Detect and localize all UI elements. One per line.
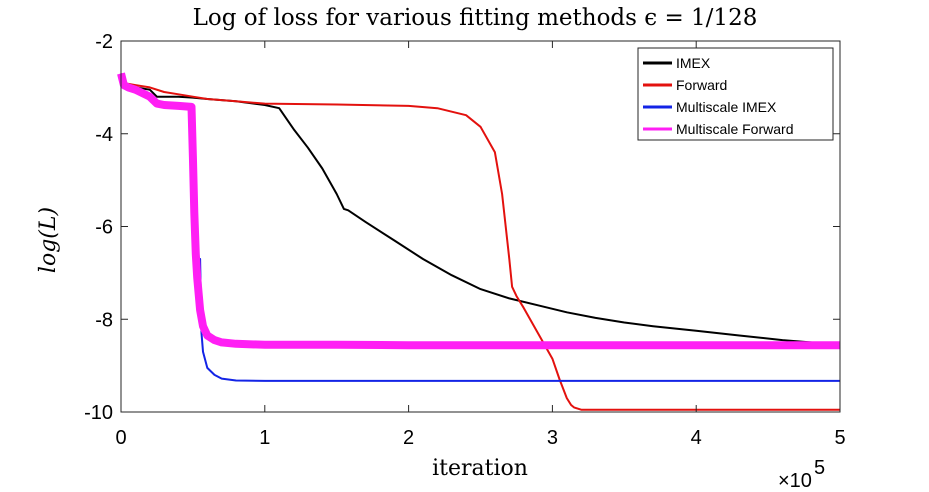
x-exponent-power: 5 [814,457,825,479]
y-tick-label: -2 [95,31,113,53]
legend-label-imex: IMEX [676,55,711,71]
series-group [117,72,841,411]
x-tick-label: 5 [834,427,845,449]
x-exponent-label: ×10 [778,470,812,492]
x-tick-label: 4 [691,427,702,449]
y-axis-label: log(L) [36,207,61,273]
series-line-multiscale-forward [119,73,840,347]
chart-title: Log of loss for various fitting methods … [193,5,758,31]
legend-label-multiscale-forward: Multiscale Forward [676,121,793,137]
x-tick-label: 2 [403,427,414,449]
series-line-imex [120,81,841,346]
legend-entries: IMEX Forward Multiscale IMEX Multiscale For… [643,55,793,137]
ticks-group: 0 1 2 3 4 5 -10 -8 -6 -4 -2 [84,31,845,449]
series-line-forward [120,81,840,411]
y-tick-label: -4 [95,124,113,146]
legend-label-forward: Forward [676,77,727,93]
x-tick-label: 0 [115,427,126,449]
y-tick-label: -10 [84,402,113,424]
x-axis-label: iteration [432,456,528,481]
legend-label-multiscale-imex: Multiscale IMEX [676,99,777,115]
x-tick-label: 1 [259,427,270,449]
x-tick-label: 3 [547,427,558,449]
legend: IMEX Forward Multiscale IMEX Multiscale For… [637,47,834,141]
y-tick-label: -8 [95,309,113,331]
y-tick-label: -6 [95,217,113,239]
